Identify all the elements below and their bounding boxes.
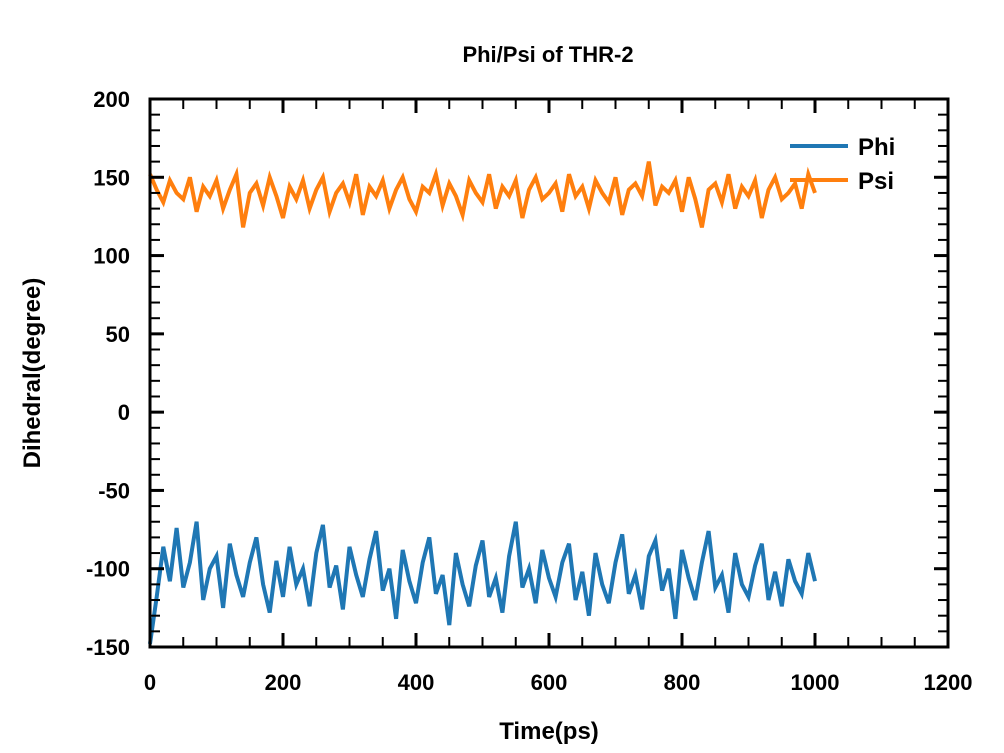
y-tick-label: 50 <box>106 322 130 347</box>
x-tick-label: 0 <box>144 670 156 695</box>
y-tick-label: -150 <box>86 635 130 660</box>
y-tick-label: -50 <box>98 478 130 503</box>
legend: Phi Psi <box>790 134 895 195</box>
legend-label-phi: Phi <box>858 134 895 161</box>
y-tick-label: 100 <box>93 244 130 269</box>
x-tick-label: 1200 <box>924 670 973 695</box>
y-tick-label: 200 <box>93 87 130 112</box>
x-tick-label: 1000 <box>791 670 840 695</box>
x-tick-label: 400 <box>398 670 435 695</box>
series-layer <box>148 161 817 645</box>
series-line-psi <box>148 161 817 228</box>
legend-label-psi: Psi <box>858 168 894 195</box>
series-line-phi <box>148 521 817 645</box>
chart-title: Phi/Psi of THR-2 <box>462 42 633 67</box>
y-tick-label: -100 <box>86 557 130 582</box>
y-tick-label: 150 <box>93 165 130 190</box>
x-tick-label: 200 <box>265 670 302 695</box>
y-axis-label: Dihedral(degree) <box>19 278 46 469</box>
x-tick-label: 800 <box>664 670 701 695</box>
tick-layer: 0 200 400 600 800 1000 1200 200 150 100 50 0 -50 -100… <box>86 87 973 695</box>
x-tick-label: 600 <box>531 670 568 695</box>
x-axis-label: Time(ps) <box>499 718 599 745</box>
y-tick-label: 0 <box>118 400 130 425</box>
